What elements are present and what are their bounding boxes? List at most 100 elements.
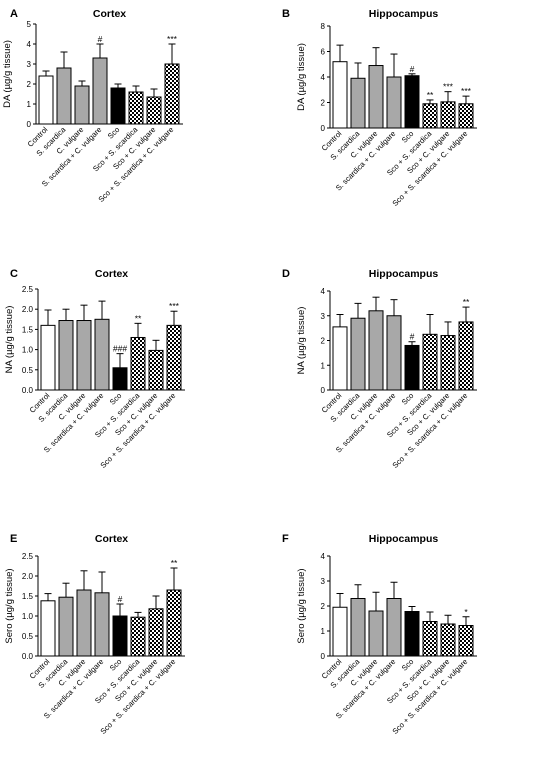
chart-b-bar (440, 101, 456, 129)
chart-d-bar (422, 333, 438, 391)
chart-c-bar (148, 349, 164, 391)
chart-b-bar (368, 65, 384, 129)
chart-f-bar (332, 606, 348, 657)
chart-f-bar (368, 610, 384, 657)
chart-c-significance-label: ### (113, 344, 127, 354)
chart-b-bar (458, 103, 474, 129)
chart-e-significance-label: ** (171, 558, 178, 568)
chart-d-bar (386, 315, 402, 391)
chart-f-panel-letter: F (282, 533, 289, 545)
chart-b-bar (404, 75, 420, 129)
chart-c-y-tick-label: 1.0 (22, 346, 34, 355)
chart-f-y-tick-label: 3 (321, 577, 326, 586)
chart-a-bar (164, 63, 180, 125)
chart-e-bar (58, 596, 74, 657)
chart-b-bar (422, 103, 438, 129)
chart-d-significance-label: ** (463, 297, 470, 307)
chart-b-title: Hippocampus (369, 8, 439, 20)
chart-a-y-tick-label: 3 (27, 60, 32, 69)
chart-b-bar (350, 77, 366, 129)
chart-c-bar (40, 324, 56, 391)
chart-c-significance-label: *** (169, 301, 180, 311)
chart-e-y-tick-label: 1.5 (22, 592, 34, 601)
chart-f-y-tick-label: 1 (321, 627, 326, 636)
chart-e-bar (76, 589, 92, 657)
chart-e-bar (130, 616, 146, 657)
chart-f-bar (404, 611, 420, 657)
chart-a-bar (128, 91, 144, 125)
chart-c-y-tick-label: 2.5 (22, 285, 34, 294)
chart-d-y-axis-label: NA (µg/g tissue) (296, 307, 307, 375)
chart-a-title: Cortex (93, 8, 126, 20)
chart-c-panel-letter: C (10, 268, 18, 280)
chart-a-bar (38, 75, 54, 125)
chart-e-y-tick-label: 0.5 (22, 632, 34, 641)
chart-d-y-tick-label: 4 (321, 287, 326, 296)
chart-d-bar (368, 310, 384, 391)
chart-d-significance-label: # (410, 332, 415, 342)
chart-b-significance-label: ** (427, 90, 434, 100)
chart-c-significance-label: ** (135, 313, 142, 323)
chart-b-y-tick-label: 0 (321, 124, 326, 133)
chart-f-y-tick-label: 4 (321, 552, 326, 561)
chart-e-bar (112, 615, 128, 657)
chart-b-y-tick-label: 8 (321, 22, 326, 31)
chart-c-bar (130, 336, 146, 391)
chart-a-bar (146, 96, 162, 125)
chart-d-y-tick-label: 0 (321, 386, 326, 395)
chart-b-y-tick-label: 2 (321, 99, 326, 108)
chart-d-y-tick-label: 2 (321, 337, 326, 346)
chart-e-bar (166, 589, 182, 657)
chart-d-bar (458, 321, 474, 391)
chart-c-y-tick-label: 0.0 (22, 386, 34, 395)
chart-f-y-axis-label: Sero (µg/g tissue) (296, 568, 307, 643)
chart-f-y-tick-label: 0 (321, 652, 326, 661)
chart-e-y-tick-label: 2.5 (22, 552, 34, 561)
chart-f-bar (440, 623, 456, 657)
chart-a-y-tick-label: 1 (27, 100, 32, 109)
chart-b-panel-letter: B (282, 8, 290, 20)
chart-e-title: Cortex (95, 533, 128, 545)
chart-e-y-tick-label: 2.0 (22, 572, 34, 581)
chart-a-bar (92, 57, 108, 125)
chart-c-bar (94, 318, 110, 391)
chart-e-y-tick-label: 1.0 (22, 612, 34, 621)
chart-e-y-axis-label: Sero (µg/g tissue) (4, 568, 15, 643)
chart-b-y-tick-label: 4 (321, 73, 326, 82)
chart-a-y-tick-label: 5 (27, 20, 32, 29)
chart-b-significance-label: *** (461, 86, 472, 96)
chart-b-bar (332, 61, 348, 129)
chart-f-significance-label: * (464, 607, 468, 617)
chart-a-significance-label: *** (167, 34, 178, 44)
chart-a-y-tick-label: 0 (27, 120, 32, 129)
chart-a-y-tick-label: 2 (27, 80, 32, 89)
chart-a-significance-label: # (98, 34, 103, 44)
chart-e-significance-label: # (118, 594, 123, 604)
chart-f-bar (458, 625, 474, 657)
chart-f-title: Hippocampus (369, 533, 439, 545)
chart-d-title: Hippocampus (369, 268, 439, 280)
chart-d-panel-letter: D (282, 268, 290, 280)
chart-b-y-tick-label: 6 (321, 48, 326, 57)
chart-d-bar (350, 317, 366, 391)
chart-c-bar (58, 320, 74, 391)
chart-d-y-tick-label: 1 (321, 361, 326, 370)
chart-d-bar (404, 344, 420, 391)
chart-c-bar (76, 320, 92, 391)
chart-b-y-axis-label: DA (µg/g tissue) (296, 43, 307, 111)
chart-c-y-tick-label: 0.5 (22, 366, 34, 375)
chart-b-bar (386, 76, 402, 129)
chart-d-y-tick-label: 3 (321, 312, 326, 321)
chart-e-y-tick-label: 0.0 (22, 652, 34, 661)
chart-e-panel-letter: E (10, 533, 17, 545)
chart-b-significance-label: # (410, 64, 415, 74)
chart-f-y-tick-label: 2 (321, 602, 326, 611)
chart-f-bar (386, 598, 402, 657)
chart-a-bar (74, 85, 90, 125)
chart-f-bar (350, 598, 366, 657)
chart-c-bar (166, 324, 182, 391)
chart-a-bar (56, 67, 72, 125)
chart-e-bar (148, 608, 164, 657)
